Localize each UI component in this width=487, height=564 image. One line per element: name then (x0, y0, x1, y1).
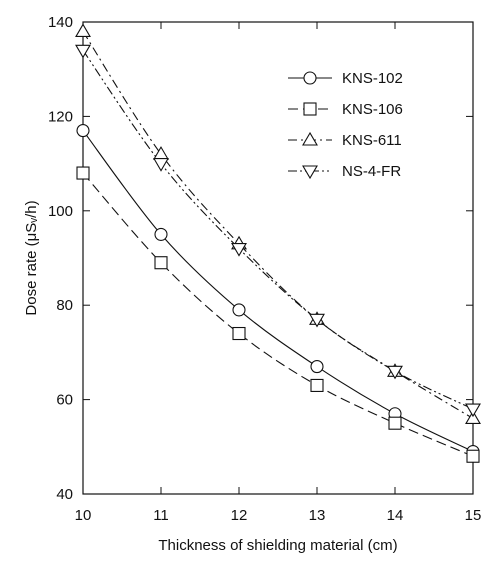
series-kns-106 (76, 166, 480, 463)
x-tick-label: 11 (153, 507, 169, 524)
legend-marker (302, 165, 318, 180)
legend-entry: KNS-102 (288, 70, 403, 87)
data-point (231, 243, 247, 257)
data-point (465, 403, 481, 418)
data-point (76, 166, 90, 180)
legend-entry: KNS-611 (288, 131, 402, 149)
data-point (310, 378, 324, 392)
legend-entry: KNS-106 (288, 101, 403, 118)
y-tick-label: 60 (56, 392, 73, 409)
legend-marker (303, 102, 317, 116)
data-point (465, 410, 481, 425)
data-point (232, 303, 246, 317)
data-point (388, 416, 402, 430)
x-tick-label: 10 (75, 507, 92, 524)
x-tick-label: 14 (387, 507, 404, 524)
y-tick-label: 40 (56, 486, 73, 503)
series-line (82, 50, 474, 410)
y-tick-label: 80 (56, 297, 73, 314)
series-kns-611 (75, 23, 481, 425)
data-point (153, 158, 169, 172)
series-line (82, 130, 474, 453)
y-tick-label: 100 (48, 203, 73, 220)
data-point (76, 124, 90, 138)
data-point (154, 227, 168, 241)
legend-entry: NS-4-FR (288, 163, 401, 180)
series-kns-102 (76, 124, 480, 459)
x-tick-label: 15 (465, 507, 482, 524)
data-point (387, 365, 403, 380)
data-point (310, 360, 324, 374)
legend-label: KNS-106 (342, 101, 403, 118)
data-point (466, 449, 480, 463)
data-point (309, 313, 325, 328)
x-axis-label: Thickness of shielding material (cm) (158, 537, 397, 554)
legend-label: KNS-102 (342, 70, 403, 87)
data-point (154, 256, 168, 270)
axes: 10 11 12 13 14 15 40 60 80 100 120 140 (48, 14, 481, 524)
legend-label: NS-4-FR (342, 163, 401, 180)
series-line (82, 172, 474, 457)
legend-marker (302, 131, 318, 146)
series-layer (75, 23, 481, 463)
x-tick-label: 13 (309, 507, 326, 524)
plot-frame (82, 21, 474, 495)
y-tick-label: 120 (48, 108, 73, 125)
y-tick-label: 140 (48, 14, 73, 31)
y-axis-label: Dose rate (μSᵥ/h) (23, 200, 40, 315)
legend-marker (303, 71, 317, 85)
x-tick-label: 12 (231, 507, 248, 524)
data-point (75, 23, 91, 37)
data-point (153, 146, 169, 160)
data-point (75, 44, 91, 59)
legend: KNS-102 KNS-106 KNS-611 NS-4-FR (288, 70, 403, 180)
series-ns-4-fr (75, 44, 481, 418)
series-line (82, 31, 474, 419)
data-point (232, 326, 246, 341)
legend-label: KNS-611 (342, 132, 402, 149)
